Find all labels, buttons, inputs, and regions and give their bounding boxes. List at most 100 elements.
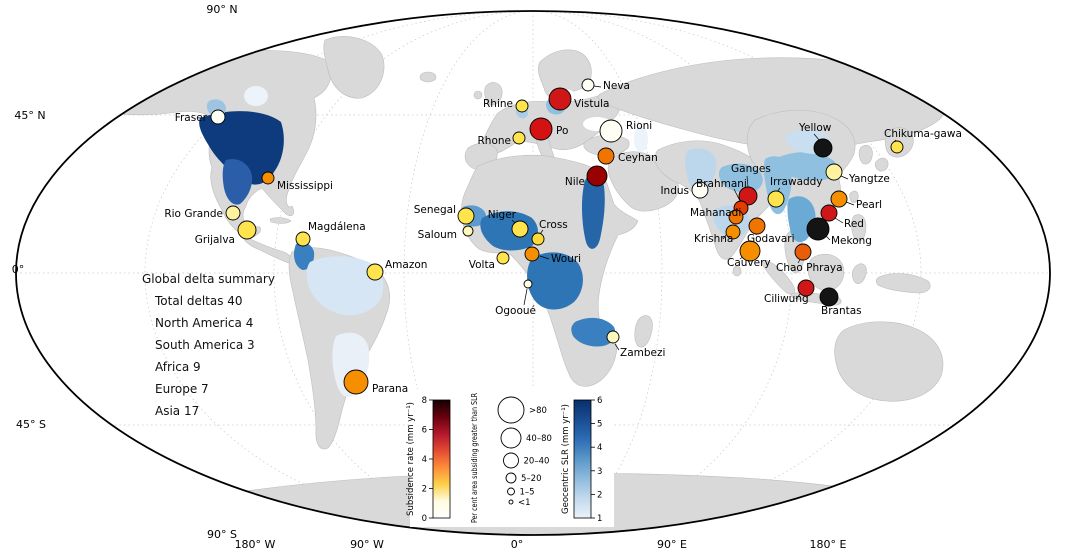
region-new-guinea <box>875 273 931 294</box>
leader-wouri <box>539 255 550 260</box>
delta-marker-magd-lena <box>295 231 311 247</box>
region-greenland <box>323 36 385 99</box>
delta-marker-pearl <box>830 190 848 208</box>
delta-marker-chikuma-gawa <box>890 140 904 154</box>
delta-label-brantas: Brantas <box>821 305 862 317</box>
slr-tick-5: 5 <box>597 420 602 430</box>
percent-area-circle-3 <box>505 472 517 484</box>
leader-mekong <box>825 235 831 241</box>
slr-tick-3: 3 <box>597 467 602 477</box>
delta-marker-mississippi <box>261 171 275 185</box>
delta-marker-yangtze <box>825 163 843 181</box>
delta-label-mahanadi: Mahanadi <box>690 207 741 219</box>
lon-label-0: 180° W <box>235 538 276 551</box>
delta-label-nile: Nile <box>565 176 585 188</box>
delta-label-rio-grande: Rio Grande <box>164 208 223 220</box>
delta-markers <box>210 78 904 395</box>
percent-area-legend-title: Per cent area subsiding greater than SLR <box>470 393 479 523</box>
subsidence-colorbar-title: Subsidence rate (mm yr⁻¹) <box>406 402 416 516</box>
hudson-bay <box>244 86 268 106</box>
subsidence-tick-6: 6 <box>422 426 427 436</box>
delta-marker-ogoou- <box>523 279 533 289</box>
caspian-sea <box>634 126 648 152</box>
delta-marker-amazon <box>366 263 384 281</box>
slr-tick-4: 4 <box>597 443 602 453</box>
delta-label-grijalva: Grijalva <box>195 234 235 246</box>
percent-area-circle-4 <box>507 487 515 496</box>
subsidence-tick-8: 8 <box>422 396 427 406</box>
global-delta-summary: Global delta summary Total deltas 40 Nor… <box>142 268 275 422</box>
slr-tick-2: 2 <box>597 490 602 500</box>
leader-brahmani <box>733 188 741 202</box>
summary-europe: Europe 7 <box>155 382 209 396</box>
delta-label-cauvery: Cauvery <box>727 257 771 269</box>
lat-label-2: 0° <box>12 263 25 276</box>
percent-area-circle-2 <box>503 452 519 469</box>
lat-label-4: 90° S <box>207 528 237 541</box>
delta-marker-indus <box>691 181 709 199</box>
slr-colorbar-title: Geocentric SLR (mm yr⁻¹) <box>561 404 571 514</box>
map-outline <box>15 10 1051 536</box>
delta-marker-rhone <box>512 131 526 145</box>
delta-marker-fraser <box>210 109 226 125</box>
region-iceland <box>419 71 437 83</box>
region-alaska <box>58 79 116 109</box>
delta-labels: Fraser Mississippi Rio Grande Grijalva Magdá… <box>164 80 962 395</box>
delta-label-irrawaddy: Irrawaddy <box>770 176 823 188</box>
basin-magdalena <box>293 242 315 270</box>
lat-label-0: 90° N <box>206 3 237 16</box>
basin-indus <box>685 148 717 192</box>
subsidence-colorbar <box>432 399 451 519</box>
summary-title: Global delta summary <box>142 272 275 286</box>
delta-marker-rio-grande <box>225 205 241 221</box>
percent-area-label-1: 40–80 <box>526 434 552 444</box>
delta-marker-ciliwung <box>797 279 815 297</box>
delta-marker-krishna <box>725 224 741 240</box>
delta-label-cross: Cross <box>539 219 568 231</box>
lon-label-2: 0° <box>511 538 524 551</box>
delta-marker-zambezi <box>606 330 620 344</box>
leader-mahanadi <box>725 213 730 217</box>
delta-label-po: Po <box>556 125 568 137</box>
delta-label-ciliwung: Ciliwung <box>764 293 809 305</box>
delta-marker-volta <box>496 251 510 265</box>
basin-congo <box>527 252 583 310</box>
delta-label-neva: Neva <box>603 80 630 92</box>
delta-marker-ganges <box>738 186 758 206</box>
slr-colorbar <box>573 399 592 519</box>
delta-label-rhone: Rhone <box>478 135 512 147</box>
delta-label-saloum: Saloum <box>418 229 457 241</box>
percent-area-circle-0 <box>497 396 525 424</box>
percent-area-label-5: <1 <box>518 498 531 508</box>
delta-label-fraser: Fraser <box>175 112 208 124</box>
delta-label-brahmani: Brahmani <box>696 178 747 190</box>
percent-area-label-4: 1–5 <box>520 488 535 498</box>
basin-amazon <box>306 256 384 316</box>
subsidence-legend: Subsidence rate (mm yr⁻¹) 0 2 4 6 8 <box>406 396 451 524</box>
delta-label-senegal: Senegal <box>414 204 456 216</box>
basin-nile <box>582 175 605 249</box>
percent-area-circle-5 <box>508 499 514 505</box>
region-sri-lanka <box>732 265 742 277</box>
basin-zambezi <box>571 317 616 347</box>
subsidence-tick-4: 4 <box>422 455 427 465</box>
region-scandinavia <box>538 49 592 99</box>
delta-label-rioni: Rioni <box>626 120 652 132</box>
leader-yangtze <box>840 175 849 180</box>
leader-krishna <box>722 234 727 240</box>
delta-label-volta: Volta <box>469 259 495 271</box>
leader-pearl <box>845 201 855 206</box>
delta-marker-neva <box>581 78 595 92</box>
region-new-zealand-south <box>957 429 971 445</box>
leader-ogoou- <box>523 288 528 306</box>
leader-neva <box>593 85 602 88</box>
delta-marker-irrawaddy <box>767 190 785 208</box>
delta-marker-cross <box>531 232 545 246</box>
percent-area-label-3: 5–20 <box>521 474 541 484</box>
summary-asia: Asia 17 <box>155 404 200 418</box>
basin-yangtze <box>776 152 837 181</box>
region-taiwan <box>849 190 859 203</box>
delta-marker-parana <box>343 369 369 395</box>
